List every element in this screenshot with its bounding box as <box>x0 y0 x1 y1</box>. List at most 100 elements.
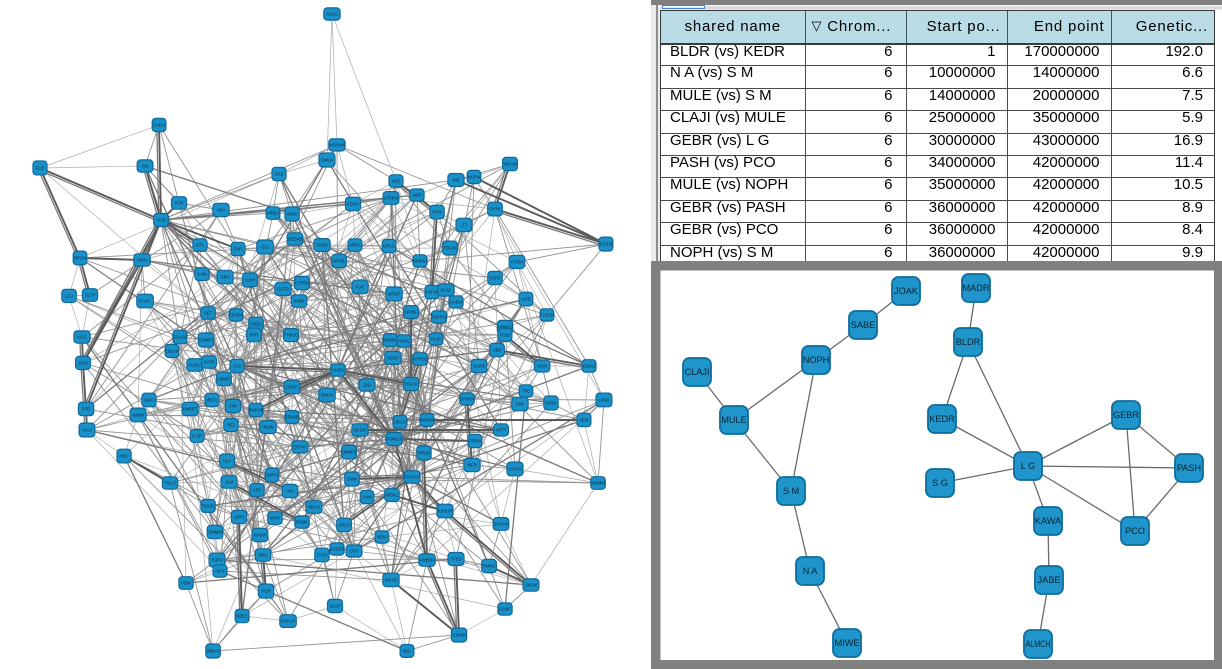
svg-text:DLSP: DLSP <box>330 604 341 609</box>
svg-text:OLTP: OLTP <box>85 293 96 298</box>
svg-text:NMLO: NMLO <box>308 505 321 510</box>
svg-text:ANWFU: ANWFU <box>497 325 512 330</box>
svg-text:KHSW: KHSW <box>254 533 267 538</box>
svg-text:S G: S G <box>932 478 948 488</box>
svg-text:TFED: TFED <box>451 557 462 562</box>
svg-text:OAIG: OAIG <box>441 288 451 293</box>
svg-text:AKID: AKID <box>521 297 531 302</box>
svg-text:TSLLF: TSLLF <box>164 481 177 486</box>
svg-text:NOM: NOM <box>537 364 547 369</box>
svg-text:FIM: FIM <box>229 404 237 409</box>
svg-text:WTDP: WTDP <box>388 292 401 297</box>
svg-text:INUW: INUW <box>262 425 273 430</box>
svg-text:LTT: LTT <box>460 223 468 228</box>
svg-text:UUEN: UUEN <box>332 368 344 373</box>
svg-text:UUW: UUW <box>362 495 372 500</box>
svg-text:BFDN: BFDN <box>354 428 365 433</box>
svg-text:HTFM: HTFM <box>511 260 523 265</box>
svg-text:MIWE: MIWE <box>834 638 859 648</box>
svg-text:EKFCP: EKFCP <box>281 619 295 624</box>
svg-text:FLEI: FLEI <box>36 166 45 171</box>
svg-text:PCO: PCO <box>1125 526 1145 536</box>
svg-text:IHITB: IHITB <box>204 360 215 365</box>
svg-text:JABE: JABE <box>1038 575 1061 585</box>
svg-text:DJMPP: DJMPP <box>199 338 213 343</box>
svg-text:IKMK: IKMK <box>294 299 304 304</box>
svg-text:DIW: DIW <box>516 402 524 407</box>
svg-text:IIWW: IIWW <box>270 516 280 521</box>
svg-text:DNEET: DNEET <box>183 407 198 412</box>
svg-text:FDHH: FDHH <box>347 202 359 207</box>
svg-text:HWHG: HWHG <box>265 473 278 478</box>
svg-text:SABE: SABE <box>851 320 876 330</box>
svg-text:GWAJ: GWAJ <box>583 364 595 369</box>
svg-text:SBMR: SBMR <box>218 377 230 382</box>
svg-text:GDAGF: GDAGF <box>173 335 188 340</box>
svg-text:JDD: JDD <box>363 383 371 388</box>
svg-text:THPJC: THPJC <box>284 333 298 338</box>
svg-text:IIOE: IIOE <box>392 179 401 184</box>
svg-text:OJJ: OJJ <box>261 245 268 250</box>
svg-text:ALMCH: ALMCH <box>1026 639 1051 649</box>
svg-text:FUK: FUK <box>356 285 365 290</box>
svg-text:NEKP: NEKP <box>387 356 399 361</box>
svg-text:FUMLU: FUMLU <box>387 437 401 442</box>
svg-text:MKJO: MKJO <box>385 578 397 583</box>
svg-text:WFR: WFR <box>467 463 477 468</box>
svg-text:HTM: HTM <box>432 210 442 215</box>
svg-text:KEDR: KEDR <box>929 414 955 424</box>
svg-text:TDKJK: TDKJK <box>443 246 456 251</box>
svg-text:MADR: MADR <box>962 283 989 293</box>
svg-text:KFKB: KFKB <box>334 259 345 264</box>
svg-text:FCSCK: FCSCK <box>540 313 554 318</box>
svg-text:ARTT: ARTT <box>496 428 507 433</box>
svg-text:TWHFO: TWHFO <box>431 315 447 320</box>
svg-text:HRA: HRA <box>217 208 226 213</box>
svg-text:DLWB: DLWB <box>473 364 485 369</box>
svg-text:DAEA: DAEA <box>153 123 165 128</box>
svg-text:SWN: SWN <box>137 258 147 263</box>
svg-text:PBW: PBW <box>181 581 191 586</box>
svg-text:CLS: CLS <box>233 364 241 369</box>
svg-text:JOIDC: JOIDC <box>250 322 263 327</box>
svg-text:AEW: AEW <box>579 418 589 423</box>
svg-text:LEWF: LEWF <box>499 607 511 612</box>
svg-text:PPDN: PPDN <box>469 439 481 444</box>
svg-text:OOT: OOT <box>349 549 359 554</box>
svg-text:DOFF: DOFF <box>286 385 298 390</box>
svg-text:EBLAN: EBLAN <box>165 349 179 354</box>
svg-text:AKJJ: AKJJ <box>82 428 92 433</box>
svg-text:BLDR: BLDR <box>956 337 981 347</box>
svg-text:GRH: GRH <box>220 275 229 280</box>
svg-text:FATM: FATM <box>490 276 501 281</box>
svg-text:BPLM: BPLM <box>74 256 86 261</box>
svg-text:WJPN: WJPN <box>468 175 480 180</box>
svg-text:MRBJ: MRBJ <box>267 211 278 216</box>
svg-text:GOGKD: GOGKD <box>329 547 345 552</box>
svg-text:TPE: TPE <box>522 389 530 394</box>
svg-text:S M: S M <box>783 486 799 496</box>
svg-text:DMN: DMN <box>347 477 357 482</box>
svg-text:ICBH: ICBH <box>245 278 255 283</box>
svg-text:IROA: IROA <box>207 398 217 403</box>
svg-text:CLAJI: CLAJI <box>685 367 710 377</box>
svg-text:RRUD: RRUD <box>418 451 430 456</box>
svg-text:NPML: NPML <box>405 310 417 315</box>
svg-text:KSUUP: KSUUP <box>438 509 453 514</box>
svg-text:WSAM: WSAM <box>503 162 517 167</box>
svg-text:JAM: JAM <box>225 480 234 485</box>
svg-text:WOKL: WOKL <box>386 493 399 498</box>
svg-text:ERTAF: ERTAF <box>293 445 307 450</box>
svg-text:ICTL: ICTL <box>195 243 205 248</box>
svg-text:KGG: KGG <box>77 335 86 340</box>
svg-text:CACG: CACG <box>326 12 338 17</box>
svg-text:DDHAK: DDHAK <box>494 522 509 527</box>
svg-text:OKNDS: OKNDS <box>229 313 244 318</box>
svg-text:FLMLF: FLMLF <box>188 363 202 368</box>
svg-text:SJNAR: SJNAR <box>452 633 466 638</box>
svg-text:BMKHB: BMKHB <box>249 408 264 413</box>
svg-text:NOPH: NOPH <box>803 355 830 365</box>
svg-text:PASH: PASH <box>1177 463 1201 473</box>
svg-text:RGLN: RGLN <box>405 382 417 387</box>
svg-text:IMPNW: IMPNW <box>420 418 434 423</box>
